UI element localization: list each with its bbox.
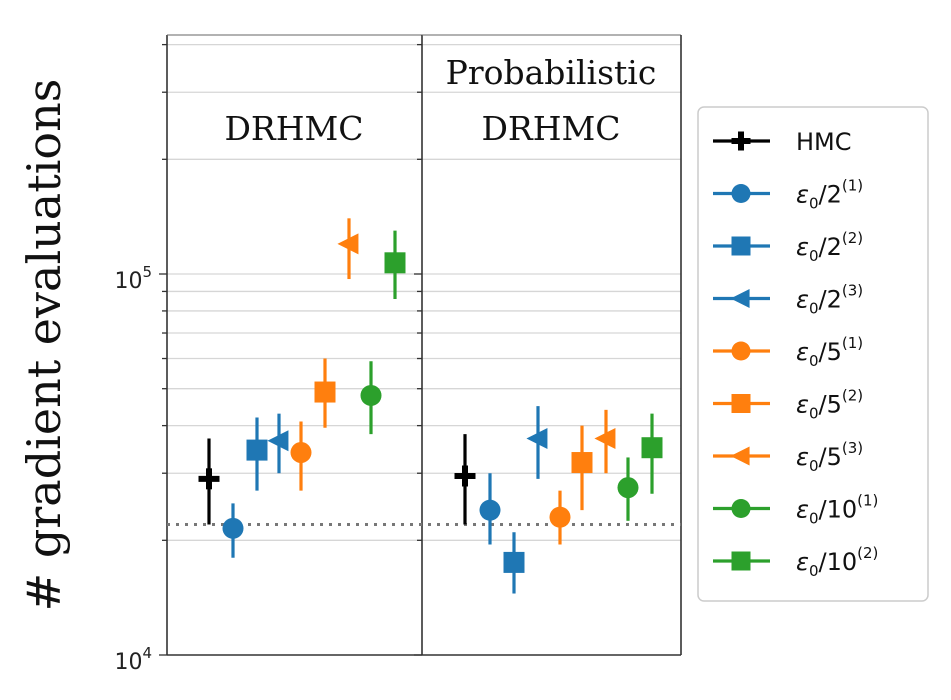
- legend-label: ε0/10(2): [796, 544, 878, 580]
- marker-plus: [454, 465, 476, 487]
- legend-label: ε0/2(1): [796, 177, 863, 213]
- legend-entry: ε0/2(2): [713, 229, 863, 265]
- marker-square: [246, 439, 268, 461]
- data-point: [267, 413, 289, 474]
- panel-title: DRHMC: [224, 109, 363, 148]
- legend-entry: ε0/5(1): [713, 334, 863, 370]
- y-axis: 104 105: [114, 263, 152, 675]
- marker-circle: [731, 184, 751, 203]
- legend-label: ε0/5(3): [796, 439, 863, 475]
- marker-circle: [731, 341, 751, 361]
- marker-triangle-left: [337, 233, 359, 255]
- marker-circle: [479, 499, 501, 521]
- data-point: [222, 503, 244, 558]
- data-point: [641, 413, 663, 494]
- marker-triangle-left: [526, 428, 548, 450]
- data-marks: [198, 218, 663, 594]
- marker-square: [731, 236, 751, 256]
- marker-square: [731, 551, 751, 571]
- marker-circle: [290, 442, 312, 464]
- legend-label: ε0/10(1): [796, 492, 878, 528]
- data-point: [246, 417, 268, 491]
- data-point: [526, 406, 548, 479]
- marker-square: [641, 437, 663, 459]
- data-point: [314, 358, 336, 428]
- data-point: [384, 230, 406, 299]
- marker-square: [384, 252, 406, 274]
- legend-entry: ε0/10(1): [713, 492, 878, 528]
- y-axis-label: # gradient evaluations: [17, 79, 71, 612]
- marker-square: [503, 551, 525, 573]
- data-point: [549, 490, 571, 545]
- panel-titles: DRHMC Probabilistic DRHMC: [224, 53, 656, 148]
- marker-square: [314, 381, 336, 403]
- legend-label: ε0/2(3): [796, 282, 863, 318]
- marker-triangle-left: [594, 428, 616, 450]
- y-tick-label: 104: [114, 644, 152, 675]
- marker-circle: [617, 477, 639, 499]
- marker-triangle-left: [730, 446, 750, 466]
- data-point: [594, 409, 616, 474]
- grid-lines: [167, 43, 681, 541]
- data-point: [198, 438, 220, 525]
- panel-frames: [159, 34, 682, 656]
- marker-circle: [222, 517, 244, 539]
- data-point: [454, 434, 476, 525]
- data-point: [360, 361, 382, 435]
- legend-label: ε0/5(1): [796, 334, 863, 370]
- legend-entry: HMC: [713, 128, 852, 156]
- legend-entry: ε0/10(2): [713, 544, 878, 580]
- data-point: [337, 218, 359, 280]
- legend-entry: ε0/5(3): [713, 439, 863, 475]
- marker-circle: [360, 384, 382, 406]
- marker-triangle-left: [730, 289, 750, 308]
- legend-entry: ε0/5(2): [713, 387, 863, 423]
- legend-box: [697, 106, 929, 602]
- legend-entry: ε0/2(3): [713, 282, 863, 318]
- marker-triangle-left: [267, 430, 289, 452]
- marker-circle: [549, 506, 571, 528]
- legend-label: HMC: [796, 128, 852, 156]
- marker-plus: [198, 468, 220, 490]
- panel-title: Probabilistic: [446, 53, 657, 92]
- marker-square: [731, 394, 751, 413]
- data-point: [503, 532, 525, 594]
- data-point: [571, 425, 593, 511]
- data-point: [479, 473, 501, 545]
- data-point: [290, 421, 312, 491]
- data-point: [617, 457, 639, 521]
- legend: HMC ε0/2(1) ε0/2(2) ε0/2(3) ε0/5(1) ε0/5(2) ε0…: [697, 106, 929, 602]
- legend-entry: ε0/2(1): [713, 177, 863, 213]
- marker-circle: [731, 499, 751, 518]
- marker-square: [571, 452, 593, 474]
- marker-plus: [731, 131, 751, 151]
- panel-title: DRHMC: [481, 109, 620, 148]
- legend-label: ε0/2(2): [796, 229, 863, 265]
- legend-label: ε0/5(2): [796, 387, 863, 423]
- y-tick-label: 105: [114, 263, 152, 294]
